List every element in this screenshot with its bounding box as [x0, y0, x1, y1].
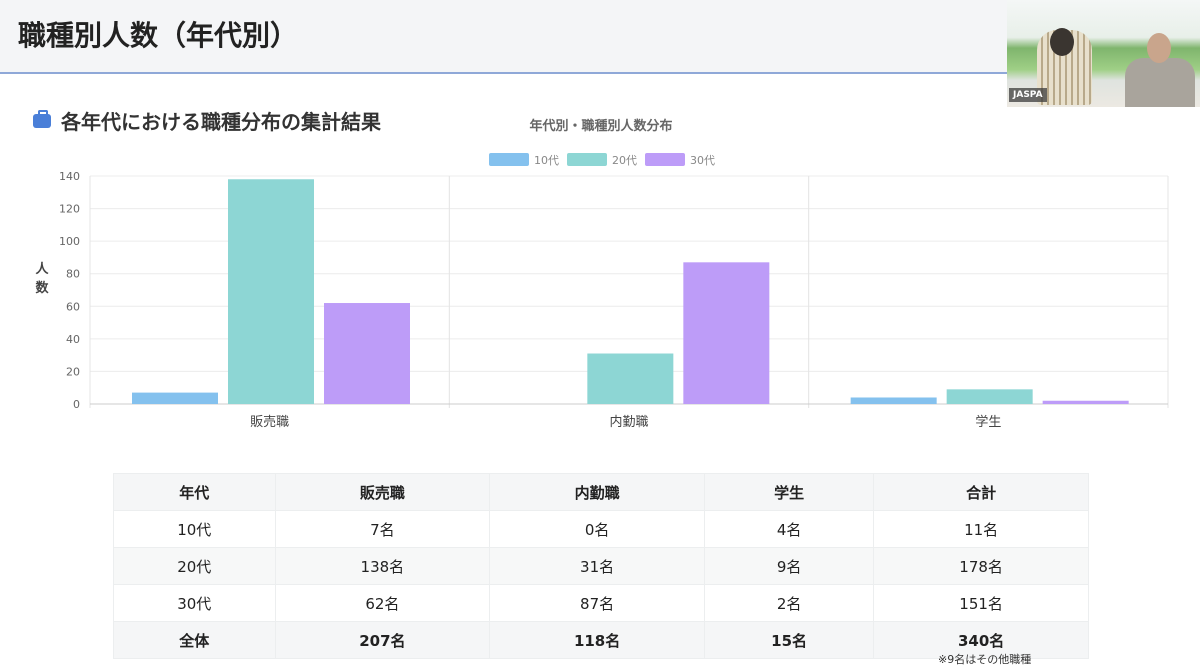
column-header: 内勤職 — [489, 473, 705, 511]
bar-30代-販売職 — [324, 303, 410, 404]
table-cell: 11名 — [873, 510, 1089, 548]
bar-30代-内勤職 — [683, 262, 770, 404]
x-tick-label: 学生 — [975, 414, 1001, 430]
total-cell: 15名 — [703, 621, 875, 659]
table-cell: 9名 — [703, 547, 875, 585]
y-tick-label: 140 — [59, 170, 80, 183]
table-cell: 0名 — [489, 510, 705, 548]
legend-label[interactable]: 30代 — [690, 154, 715, 167]
table-cell: 10代 — [113, 510, 276, 548]
table-cell: 4名 — [703, 510, 875, 548]
y-tick-label: 0 — [73, 398, 80, 411]
legend-swatch[interactable] — [489, 153, 529, 166]
bar-30代-学生 — [1042, 400, 1129, 404]
bar-20代-販売職 — [228, 179, 314, 404]
table-cell: 178名 — [873, 547, 1089, 585]
legend-label[interactable]: 20代 — [612, 154, 637, 167]
y-tick-label: 20 — [66, 365, 80, 378]
y-axis-label-1: 人 — [35, 261, 49, 277]
x-tick-label: 内勤職 — [609, 414, 648, 430]
legend-label[interactable]: 10代 — [534, 154, 559, 167]
x-tick-label: 販売職 — [250, 414, 289, 430]
section-heading: 各年代における職種分布の集計結果 — [33, 106, 381, 135]
presenter-video: JASPA — [1007, 0, 1200, 107]
legend-swatch[interactable] — [567, 153, 607, 166]
video-label: JASPA — [1009, 88, 1047, 102]
table-row: 30代 62名 87名 2名 151名 — [113, 584, 1089, 622]
column-header: 学生 — [703, 473, 875, 511]
bar-10代-販売職 — [132, 392, 218, 404]
bar-chart: 年代別・職種別人数分布 10代 20代 30代 0 20 40 60 80 100 120 140 人数… — [35, 118, 1169, 430]
table-cell: 2名 — [703, 584, 875, 622]
header-bar: 職種別人数（年代別） — [0, 0, 1200, 74]
column-header: 販売職 — [274, 473, 491, 511]
footnote: ※9名はその他職種 — [938, 653, 1032, 666]
y-axis-label-2: 数 — [35, 280, 49, 296]
total-cell: 118名 — [489, 621, 705, 659]
briefcase-icon — [33, 109, 51, 128]
total-cell: 340名 — [873, 621, 1089, 659]
table-cell: 20代 — [113, 547, 276, 585]
bar-20代-学生 — [946, 389, 1033, 404]
bar-10代-学生 — [850, 397, 937, 404]
table-cell: 87名 — [489, 584, 705, 622]
total-row: 全体 207名 118名 15名 340名 — [113, 621, 1089, 659]
table-cell: 62名 — [274, 584, 491, 622]
table-row: 20代 138名 31名 9名 178名 — [113, 547, 1089, 585]
presenter-2 — [1125, 58, 1195, 107]
section-title: 各年代における職種分布の集計結果 — [61, 110, 381, 134]
chart-title: 年代別・職種別人数分布 — [529, 118, 672, 134]
table-cell: 151名 — [873, 584, 1089, 622]
table-cell: 31名 — [489, 547, 705, 585]
presenter-1-head — [1050, 28, 1074, 56]
table-cell: 138名 — [274, 547, 491, 585]
table-row: 10代 7名 0名 4名 11名 — [113, 510, 1089, 548]
table-cell: 30代 — [113, 584, 276, 622]
column-header: 合計 — [873, 473, 1089, 511]
table-cell: 7名 — [274, 510, 491, 548]
total-cell: 207名 — [274, 621, 491, 659]
legend-swatch[interactable] — [645, 153, 685, 166]
summary-table: 年代 販売職 内勤職 学生 合計 10代 7名 0名 4名 11名 20代 138名 31名 9名 178… — [113, 473, 1089, 659]
page-title: 職種別人数（年代別） — [18, 19, 299, 52]
bar-20代-内勤職 — [587, 353, 674, 404]
y-tick-label: 100 — [59, 235, 80, 248]
column-header: 年代 — [113, 473, 276, 511]
total-cell: 全体 — [113, 621, 276, 659]
presenter-2-head — [1147, 33, 1171, 63]
y-tick-label: 120 — [59, 203, 80, 216]
y-tick-label: 60 — [66, 300, 80, 313]
y-tick-label: 40 — [66, 333, 80, 346]
y-tick-label: 80 — [66, 268, 80, 281]
